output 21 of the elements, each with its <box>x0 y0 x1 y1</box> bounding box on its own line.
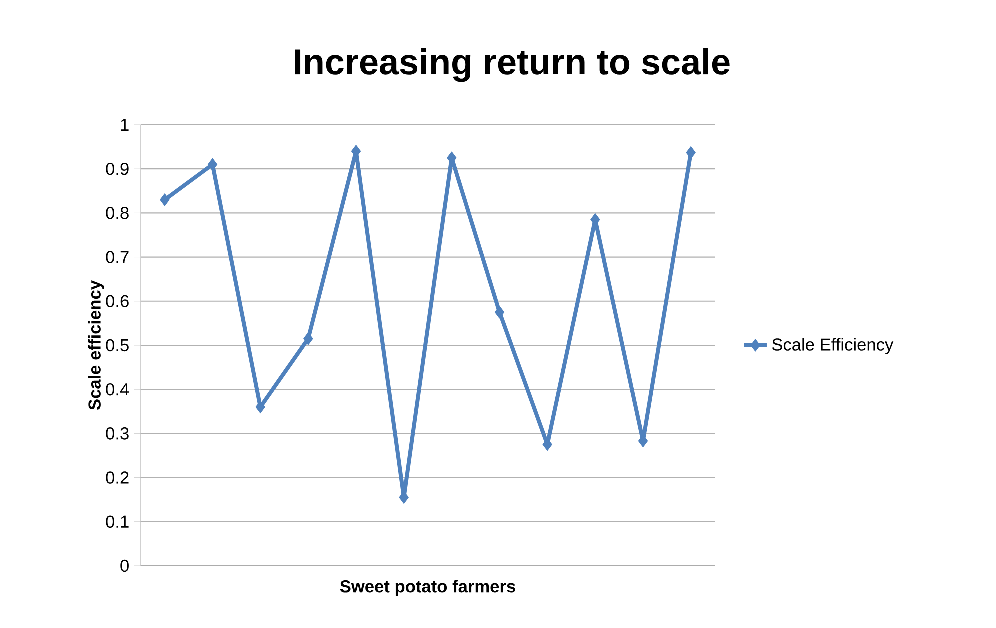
y-tick-label: 0.6 <box>106 295 129 308</box>
y-tick-label: 0.3 <box>106 428 129 440</box>
y-axis-title: Scale efficiency <box>88 280 104 410</box>
y-tick-label: 0 <box>120 560 129 572</box>
point <box>160 194 170 206</box>
y-tick-label: 0.9 <box>106 162 129 176</box>
y-tick-label: 0.4 <box>106 383 130 396</box>
y-tick-label: 1 <box>121 119 129 131</box>
legend-label: Scale Efficiency <box>772 338 894 354</box>
point <box>304 332 314 346</box>
point <box>208 158 218 172</box>
point <box>686 146 696 160</box>
chart-title: Increasing return to scale <box>295 48 730 82</box>
point <box>494 306 505 319</box>
y-tick-label: 0.8 <box>106 207 129 220</box>
y-tick-label: 0.7 <box>106 251 129 264</box>
x-axis-title: Sweet potato farmers <box>340 580 516 596</box>
y-tick-label: 0.2 <box>106 472 129 484</box>
point <box>256 400 266 414</box>
y-tick-label: 0.5 <box>106 339 129 352</box>
y-tick-label: 0.1 <box>106 516 129 528</box>
